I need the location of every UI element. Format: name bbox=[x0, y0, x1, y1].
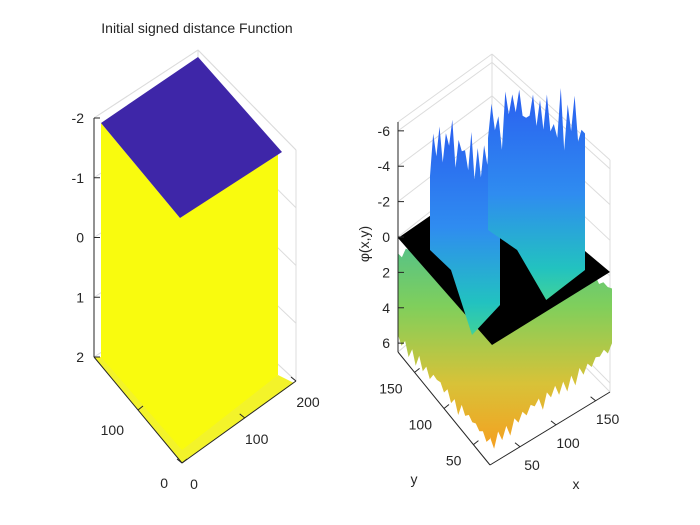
phi-z-tick-label: -6 bbox=[378, 123, 391, 139]
phi-x-label: x bbox=[573, 476, 580, 492]
sdf-inside-surface bbox=[101, 57, 282, 218]
sdf-x-tick bbox=[176, 458, 183, 464]
phi-z-label: φ(x,y) bbox=[356, 226, 372, 262]
phi-left-ridge bbox=[430, 119, 500, 335]
phi-x-tick bbox=[514, 442, 521, 448]
phi-z-tick-label: -4 bbox=[378, 158, 391, 174]
phi-y-tick bbox=[443, 404, 450, 409]
sdf-x-tick bbox=[290, 376, 297, 382]
phi-x-tick bbox=[590, 396, 596, 402]
phi-z-tick-label: 6 bbox=[382, 335, 390, 351]
sdf-x-ticks: 0 100 200 bbox=[176, 376, 320, 492]
phi-x-tick bbox=[550, 420, 557, 426]
phi-grid-line bbox=[491, 53, 611, 161]
sdf-y-tick-label: 0 bbox=[160, 475, 168, 491]
phi-y-tick-label: 150 bbox=[379, 380, 403, 396]
sdf-z-tick-label: -2 bbox=[72, 110, 85, 126]
phi-grid-line bbox=[491, 62, 611, 170]
phi-x-ticks: 50 100 150 bbox=[514, 396, 620, 473]
phi-y-tick bbox=[414, 367, 420, 373]
sdf-panel: Initial signed distance Function -2 -1 0 1 2… bbox=[72, 20, 320, 492]
sdf-y-tick bbox=[137, 405, 144, 411]
phi-z-tick-label: 0 bbox=[382, 229, 390, 245]
sdf-grid-line bbox=[197, 49, 297, 151]
phi-x-tick-label: 50 bbox=[524, 457, 540, 473]
phi-grid-line bbox=[397, 53, 493, 123]
phi-y-ticks: 50 100 150 bbox=[379, 367, 479, 469]
phi-x-tick-label: 100 bbox=[556, 435, 580, 451]
phi-y-tick bbox=[473, 440, 479, 446]
sdf-title: Initial signed distance Function bbox=[101, 20, 292, 36]
sdf-y-tick-label: 100 bbox=[101, 422, 125, 438]
sdf-z-tick-label: 0 bbox=[76, 230, 84, 246]
sdf-outside-surface bbox=[94, 123, 278, 463]
phi-x-tick-label: 150 bbox=[596, 411, 620, 427]
sdf-z-tick-label: 2 bbox=[76, 349, 84, 365]
sdf-z-ticks: -2 -1 0 1 2 bbox=[72, 110, 100, 365]
phi-y-label: y bbox=[411, 471, 418, 487]
phi-z-tick-label: 2 bbox=[382, 264, 390, 280]
phi-panel: -6 -4 -2 0 2 4 6 φ(x,y) 50 100 150 y 50 100 150 x bbox=[356, 53, 620, 492]
phi-z-tick-label: 4 bbox=[382, 300, 390, 316]
sdf-bottom-skirt bbox=[94, 357, 294, 463]
phi-right-ridge bbox=[488, 88, 585, 300]
sdf-z-tick-label: -1 bbox=[72, 170, 85, 186]
phi-y-tick-label: 100 bbox=[409, 417, 433, 433]
phi-z-ticks: -6 -4 -2 0 2 4 6 bbox=[378, 123, 404, 351]
sdf-x-axis bbox=[181, 380, 297, 464]
sdf-z-tick-label: 1 bbox=[76, 289, 84, 305]
phi-grid-line bbox=[397, 95, 493, 167]
sdf-x-tick-label: 200 bbox=[296, 394, 320, 410]
sdf-grid-line bbox=[93, 49, 199, 119]
sdf-x-tick-label: 100 bbox=[245, 431, 269, 447]
sdf-x-tick-label: 0 bbox=[190, 476, 198, 492]
phi-y-tick-label: 50 bbox=[446, 453, 462, 469]
phi-z-tick-label: -2 bbox=[378, 194, 391, 210]
phi-grid-line bbox=[397, 61, 493, 132]
sdf-x-tick bbox=[239, 413, 246, 419]
phi-x-axis bbox=[489, 391, 611, 466]
